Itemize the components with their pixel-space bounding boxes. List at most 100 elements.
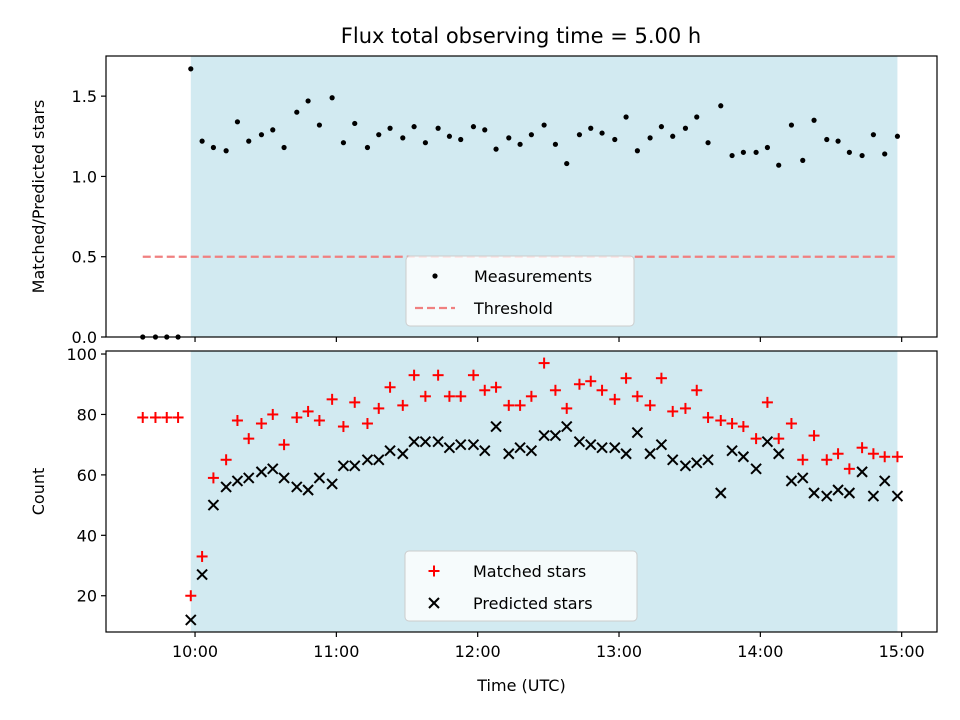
legend-handle: [432, 273, 438, 279]
measurement-point: [364, 144, 371, 151]
matched-marker: [196, 550, 208, 562]
matched-marker: [408, 369, 420, 381]
predicted-marker: [243, 472, 255, 484]
predicted-marker: [419, 435, 432, 448]
matched-marker: [373, 402, 385, 414]
measurement-point: [188, 66, 194, 72]
measurement-point: [835, 138, 841, 144]
marker-stroke: [691, 457, 703, 469]
measurement-point: [623, 114, 629, 120]
predicted-marker: [609, 441, 621, 454]
matched-marker: [609, 393, 621, 405]
matched-marker: [691, 384, 703, 396]
marker-stroke: [455, 438, 467, 451]
matched-marker: [821, 454, 833, 466]
matched-marker: [525, 390, 537, 402]
marker-stroke: [631, 426, 644, 439]
legend-label: Matched stars: [473, 562, 586, 581]
x-tick-label: 13:00: [596, 642, 642, 661]
matched-marker: [267, 408, 279, 420]
measurement-point: [882, 151, 888, 157]
matched-marker: [361, 418, 373, 430]
measurement-point: [470, 124, 477, 130]
predicted-marker: [397, 448, 409, 460]
x-axis-label: Time (UTC): [476, 676, 565, 695]
predicted-marker: [549, 429, 562, 442]
marker-stroke: [397, 448, 409, 460]
marker-stroke: [821, 490, 833, 502]
matched-marker: [419, 390, 431, 402]
predicted-marker: [726, 445, 738, 457]
marker-stroke: [573, 435, 586, 448]
measurement-point: [870, 132, 877, 138]
measurement-point: [588, 125, 594, 131]
marker-stroke: [726, 445, 738, 457]
marker-stroke: [655, 438, 668, 451]
measurement-point: [294, 109, 300, 115]
legend: Matched stars Predicted stars: [404, 550, 638, 622]
marker-stroke: [879, 475, 891, 487]
marker-stroke: [561, 420, 573, 433]
y-tick-label: 20: [77, 587, 97, 606]
measurement-point: [718, 103, 724, 109]
predicted-marker: [326, 478, 338, 490]
marker-stroke: [808, 487, 820, 499]
measurement-point: [846, 149, 852, 155]
ratio-subplot: 0.0 0.5 1.0 1.5 Matched/Predicted stars Measu…: [29, 55, 938, 347]
matched-marker: [278, 439, 290, 451]
series-measurements: [140, 66, 901, 340]
matched-marker: [220, 454, 232, 466]
marker-stroke: [432, 435, 444, 448]
axes-frame: [105, 55, 938, 338]
predicted-marker: [432, 435, 444, 448]
marker-stroke: [702, 454, 714, 466]
measurement-point: [482, 127, 488, 133]
matched-marker: [750, 433, 762, 445]
predicted-marker: [267, 463, 279, 475]
measurement-point: [435, 125, 441, 131]
y-tick-label: 1.0: [72, 167, 97, 186]
predicted-marker: [821, 490, 833, 502]
marker-stroke: [549, 429, 562, 442]
matched-marker: [490, 381, 502, 393]
matched-marker: [573, 378, 585, 390]
matched-marker: [843, 463, 855, 475]
marker-stroke: [715, 487, 727, 499]
marker-stroke: [750, 463, 762, 475]
matched-marker: [832, 448, 844, 460]
marker-stroke: [384, 445, 396, 457]
matched-marker: [644, 399, 656, 411]
marker-stroke: [196, 568, 208, 581]
measurement-point: [894, 133, 901, 139]
matched-marker: [808, 430, 820, 442]
matched-marker: [538, 357, 550, 369]
measurement-point: [753, 149, 759, 155]
measurement-point: [564, 160, 570, 167]
x-tick-label: 12:00: [455, 642, 501, 661]
marker-stroke: [891, 490, 904, 502]
matched-marker: [702, 411, 714, 423]
predicted-marker: [585, 438, 597, 451]
matched-marker: [797, 454, 809, 466]
predicted-marker: [291, 481, 303, 493]
matched-marker: [337, 421, 349, 433]
marker-stroke: [503, 448, 515, 460]
measurement-point: [246, 138, 252, 144]
marker-stroke: [419, 435, 432, 448]
marker-stroke: [667, 454, 679, 466]
marker-stroke: [856, 466, 868, 478]
marker-stroke: [231, 475, 244, 487]
predicted-marker: [479, 445, 491, 457]
matched-marker: [185, 590, 197, 602]
predicted-marker: [761, 435, 774, 448]
measurement-point: [764, 144, 771, 151]
predicted-marker: [490, 420, 502, 433]
predicted-marker: [785, 475, 798, 487]
series-predicted-stars: [185, 420, 904, 626]
matched-marker: [137, 411, 149, 423]
matched-marker: [397, 399, 409, 411]
measurement-point: [270, 127, 276, 133]
predicted-marker: [691, 457, 703, 469]
predicted-marker: [349, 460, 361, 472]
